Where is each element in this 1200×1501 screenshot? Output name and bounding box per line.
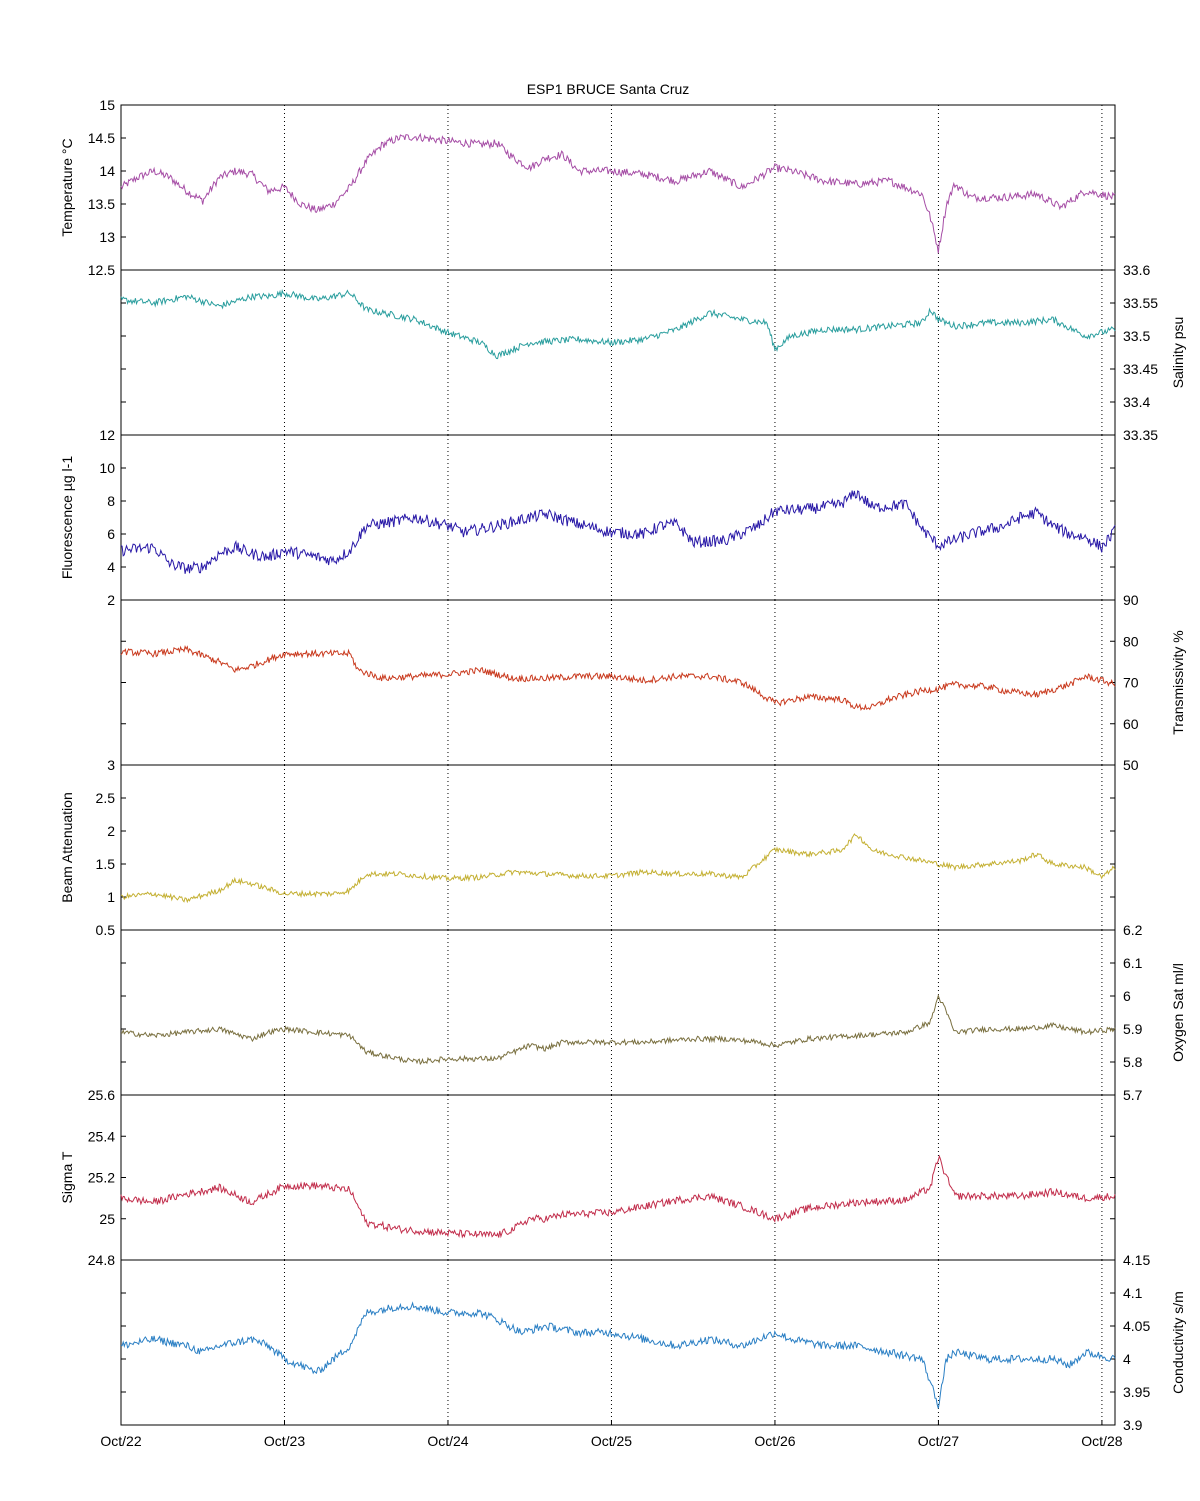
y-axis-label: Oxygen Sat ml/l — [1170, 963, 1186, 1062]
y-axis-label: Beam Attenuation — [59, 792, 75, 903]
y-tick-label: 4 — [107, 559, 115, 575]
panel-salinity: 33.35 33.4 33.45 33.5 33.55 33.6 Salinity psu — [120, 262, 1186, 443]
series-line-beam_attenuation — [120, 833, 1116, 904]
y-tick-label: 2.5 — [96, 790, 116, 806]
x-tick-label: Oct/27 — [918, 1433, 959, 1449]
x-tick-label: Oct/23 — [264, 1433, 305, 1449]
y-tick-label: 14.5 — [88, 130, 115, 146]
y-axis-label: Salinity psu — [1170, 317, 1186, 389]
x-tick-label: Oct/26 — [754, 1433, 795, 1449]
y-tick-label: 3.95 — [1123, 1384, 1150, 1400]
series-line-temperature — [120, 132, 1116, 254]
panel-sigma_t: 24.8 25 25.2 25.4 25.6 Sigma T — [59, 1087, 1116, 1268]
y-axis-label: Conductivity s/m — [1170, 1291, 1186, 1394]
y-tick-label: 6 — [1123, 988, 1131, 1004]
panel-oxygen_sat: 5.7 5.8 5.9 6 6.1 6.2 Oxygen Sat ml/l — [120, 922, 1186, 1103]
y-tick-label: 33.45 — [1123, 361, 1158, 377]
y-tick-label: 10 — [99, 460, 115, 476]
y-tick-label: 33.35 — [1123, 427, 1158, 443]
y-tick-label: 14 — [99, 163, 115, 179]
y-tick-label: 33.6 — [1123, 262, 1150, 278]
panel-frame — [120, 1094, 1116, 1261]
y-tick-label: 1.5 — [96, 856, 116, 872]
panel-frame — [120, 434, 1116, 601]
panel-transmissivity: 50 60 70 80 90 Transmissivity % — [120, 592, 1186, 773]
y-tick-label: 3 — [107, 757, 115, 773]
y-tick-label: 2 — [107, 823, 115, 839]
y-tick-label: 24.8 — [88, 1252, 115, 1268]
y-tick-label: 6 — [107, 526, 115, 542]
y-tick-label: 12 — [99, 427, 115, 443]
y-tick-label: 3.9 — [1123, 1417, 1143, 1433]
y-tick-label: 15 — [99, 97, 115, 113]
y-tick-label: 33.5 — [1123, 328, 1150, 344]
y-axis-label: Transmissivity % — [1170, 630, 1186, 735]
series-line-fluorescence — [120, 490, 1116, 574]
series-line-transmissivity — [120, 645, 1116, 712]
y-tick-label: 25.4 — [88, 1128, 115, 1144]
panel-frame — [120, 929, 1116, 1096]
y-tick-label: 13.5 — [88, 196, 115, 212]
y-tick-label: 12.5 — [88, 262, 115, 278]
series-line-conductivity — [120, 1301, 1116, 1409]
y-tick-label: 6.2 — [1123, 922, 1143, 938]
y-tick-label: 6.1 — [1123, 955, 1143, 971]
panel-temperature: 12.5 13 13.5 14 14.5 15 Temperature °C — [59, 97, 1116, 278]
x-tick-label: Oct/22 — [100, 1433, 141, 1449]
series-line-oxygen_sat — [120, 993, 1116, 1066]
y-tick-label: 50 — [1123, 757, 1139, 773]
y-tick-label: 4.15 — [1123, 1252, 1150, 1268]
y-tick-label: 70 — [1123, 675, 1139, 691]
y-tick-label: 2 — [107, 592, 115, 608]
y-tick-label: 4.05 — [1123, 1318, 1150, 1334]
panel-frame — [120, 1259, 1116, 1426]
panel-frame — [120, 599, 1116, 766]
y-tick-label: 5.7 — [1123, 1087, 1143, 1103]
x-tick-label: Oct/24 — [427, 1433, 468, 1449]
panel-fluorescence: 2 4 6 8 10 12 Fluorescence µg l-1 — [59, 427, 1116, 608]
y-tick-label: 25.6 — [88, 1087, 115, 1103]
y-tick-label: 1 — [107, 889, 115, 905]
series-line-sigma_t — [120, 1154, 1116, 1239]
y-tick-label: 13 — [99, 229, 115, 245]
y-tick-label: 0.5 — [96, 922, 116, 938]
y-tick-label: 25.2 — [88, 1170, 115, 1186]
y-axis-label: Sigma T — [59, 1151, 75, 1203]
y-tick-label: 25 — [99, 1211, 115, 1227]
y-axis-label: Fluorescence µg l-1 — [59, 456, 75, 579]
y-tick-label: 33.4 — [1123, 394, 1150, 410]
y-tick-label: 90 — [1123, 592, 1139, 608]
x-tick-label: Oct/28 — [1081, 1433, 1122, 1449]
panel-frame — [120, 104, 1116, 271]
x-tick-label: Oct/25 — [591, 1433, 632, 1449]
y-axis-label: Temperature °C — [59, 138, 75, 236]
y-tick-label: 4 — [1123, 1351, 1131, 1367]
y-tick-label: 5.9 — [1123, 1021, 1143, 1037]
y-tick-label: 33.55 — [1123, 295, 1158, 311]
x-axis: Oct/22 Oct/23 Oct/24 Oct/25 Oct/26 Oct/27 Oct/… — [100, 1420, 1123, 1449]
panel-frame — [120, 764, 1116, 931]
panel-frame — [120, 269, 1116, 436]
chart-title: ESP1 BRUCE Santa Cruz — [527, 81, 690, 97]
y-tick-label: 60 — [1123, 716, 1139, 732]
series-line-salinity — [120, 288, 1116, 360]
y-tick-label: 80 — [1123, 633, 1139, 649]
panel-conductivity: 3.9 3.95 4 4.05 4.1 4.15 Conductivity s/m — [120, 1252, 1186, 1433]
panel-beam_attenuation: 0.5 1 1.5 2 2.5 3 Beam Attenuation — [59, 757, 1116, 938]
y-tick-label: 8 — [107, 493, 115, 509]
y-tick-label: 4.1 — [1123, 1285, 1143, 1301]
y-tick-label: 5.8 — [1123, 1054, 1143, 1070]
